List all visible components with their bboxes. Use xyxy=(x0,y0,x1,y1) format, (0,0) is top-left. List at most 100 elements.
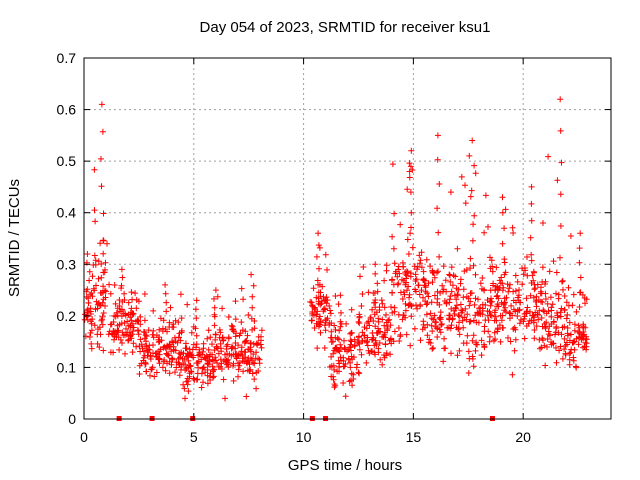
data-point xyxy=(580,328,587,335)
data-point xyxy=(356,320,363,327)
data-point xyxy=(251,360,258,367)
data-point xyxy=(382,341,389,348)
data-point xyxy=(89,293,96,300)
data-point xyxy=(488,257,495,264)
data-point xyxy=(493,264,500,271)
data-point xyxy=(512,288,519,294)
data-point xyxy=(249,304,256,311)
data-point xyxy=(232,345,239,352)
data-point xyxy=(537,345,543,352)
data-point xyxy=(491,317,498,324)
data-point xyxy=(331,384,338,391)
data-point xyxy=(437,329,444,336)
data-point xyxy=(211,366,218,373)
data-point xyxy=(166,358,173,365)
data-point xyxy=(88,320,95,327)
data-point xyxy=(436,315,443,322)
data-point xyxy=(372,337,379,344)
data-point xyxy=(423,256,430,263)
data-point xyxy=(378,297,385,304)
data-point xyxy=(337,318,344,325)
data-point xyxy=(100,283,107,290)
data-point xyxy=(436,181,443,187)
data-point xyxy=(238,285,245,292)
data-point xyxy=(575,341,582,348)
data-point xyxy=(504,281,511,288)
data-point xyxy=(576,259,583,266)
data-point xyxy=(317,329,324,336)
y-tick-label: 0.1 xyxy=(57,359,77,375)
data-point xyxy=(204,380,211,387)
data-point xyxy=(405,251,412,257)
data-point xyxy=(102,303,108,309)
data-point xyxy=(447,189,454,196)
data-point xyxy=(375,345,382,352)
data-point xyxy=(422,284,429,291)
data-point xyxy=(211,313,218,320)
data-point xyxy=(348,330,355,336)
y-tick-label: 0 xyxy=(68,411,76,427)
data-point xyxy=(561,335,568,342)
data-point xyxy=(381,277,388,284)
data-point xyxy=(365,289,372,296)
data-point xyxy=(395,266,402,273)
data-point xyxy=(557,96,564,103)
data-point xyxy=(448,288,455,295)
data-point xyxy=(345,355,352,362)
data-point xyxy=(467,298,474,305)
data-point xyxy=(420,294,426,301)
data-point xyxy=(143,338,149,345)
data-point xyxy=(342,361,349,367)
data-point xyxy=(527,234,534,241)
data-point xyxy=(557,254,563,261)
data-point xyxy=(106,281,113,288)
data-point xyxy=(438,322,445,328)
data-point xyxy=(180,381,187,388)
data-point xyxy=(459,317,466,324)
data-point xyxy=(512,272,519,279)
data-point xyxy=(459,307,466,314)
data-point xyxy=(536,307,543,314)
data-point xyxy=(230,351,237,358)
data-point xyxy=(407,342,414,349)
data-point xyxy=(467,193,474,200)
data-point xyxy=(516,306,523,313)
data-point xyxy=(531,327,538,333)
data-point xyxy=(155,348,162,355)
data-point xyxy=(456,331,463,338)
data-point xyxy=(335,301,342,308)
data-point xyxy=(550,318,557,325)
data-point xyxy=(150,334,157,341)
data-point xyxy=(407,163,414,170)
data-point xyxy=(472,170,479,177)
data-point xyxy=(358,351,365,358)
data-point xyxy=(193,315,200,322)
data-point xyxy=(118,282,125,289)
data-point xyxy=(143,333,150,340)
data-point xyxy=(93,298,100,305)
data-point xyxy=(389,161,396,168)
data-point xyxy=(185,378,192,384)
data-point xyxy=(514,294,521,301)
data-point xyxy=(87,330,94,336)
data-point xyxy=(516,320,523,327)
data-point xyxy=(418,287,425,294)
data-point xyxy=(490,282,496,289)
data-point xyxy=(113,334,120,340)
data-point xyxy=(368,348,375,355)
data-point xyxy=(565,302,572,309)
data-point xyxy=(313,311,320,318)
data-point xyxy=(357,273,363,280)
data-point xyxy=(230,377,237,384)
data-point xyxy=(86,268,93,275)
data-point xyxy=(464,311,471,318)
data-point xyxy=(441,345,448,352)
data-point xyxy=(321,345,328,351)
data-point xyxy=(229,326,236,333)
data-point xyxy=(377,356,384,363)
data-point xyxy=(530,294,537,301)
data-point xyxy=(150,327,157,334)
data-point xyxy=(237,330,244,337)
data-point xyxy=(383,262,390,269)
data-point xyxy=(310,285,317,292)
